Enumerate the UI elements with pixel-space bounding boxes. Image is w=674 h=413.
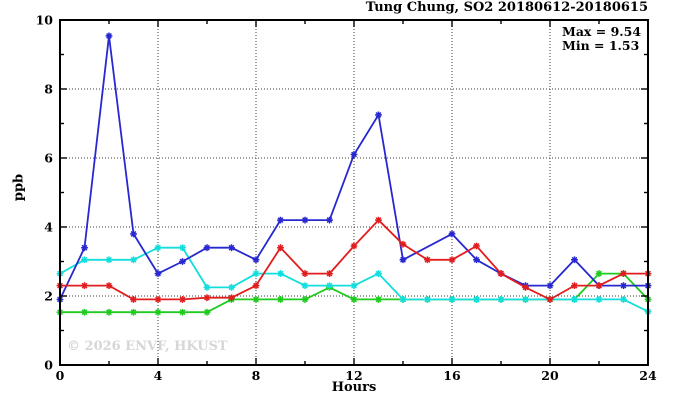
x-tick-label: 16 [443,368,461,383]
y-tick-label: 4 [44,220,53,235]
max-value-label: Max = 9.54 [562,24,642,39]
blue-line [59,35,648,300]
x-tick-label: 24 [639,368,657,383]
min-value-label: Min = 1.53 [562,38,640,53]
chart-title: Tung Chung, SO2 20180612-20180615 [365,0,648,15]
y-tick-label: 0 [44,358,53,373]
x-axis-title: Hours [331,380,377,395]
max-min-annotation: Max = 9.54 Min = 1.53 [562,25,641,53]
red-line-markers [56,216,652,303]
x-tick-label: 4 [154,368,163,383]
y-tick-label: 10 [36,13,54,28]
y-tick-label: 6 [44,151,53,166]
x-tick-label: 8 [252,368,261,383]
copyright-watermark: © 2026 ENVF, HKUST [67,339,228,354]
x-tick-label: 0 [56,368,65,383]
y-tick-label: 2 [44,289,53,304]
x-tick-label: 12 [345,368,362,383]
x-tick-label: 20 [541,368,559,383]
y-tick-label: 8 [44,82,53,97]
